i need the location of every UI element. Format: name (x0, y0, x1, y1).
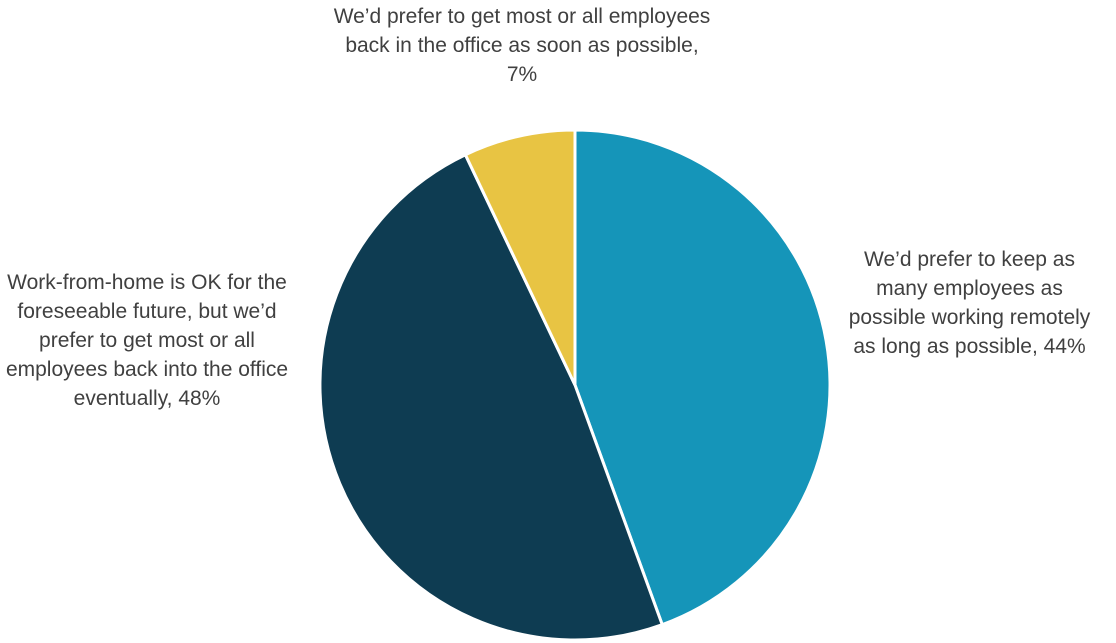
pie-slice-back-asap (463, 128, 577, 387)
slice-label-keep-remote: We’d prefer to keep as many employees as… (848, 248, 1091, 358)
pie-slice-keep-remote (573, 128, 832, 627)
pie-slice-back-eventually (318, 153, 664, 642)
slice-label-back-eventually: Work-from-home is OK for the foreseeable… (5, 271, 289, 410)
slice-label-back-asap: We’d prefer to get most or all employees… (333, 5, 711, 86)
